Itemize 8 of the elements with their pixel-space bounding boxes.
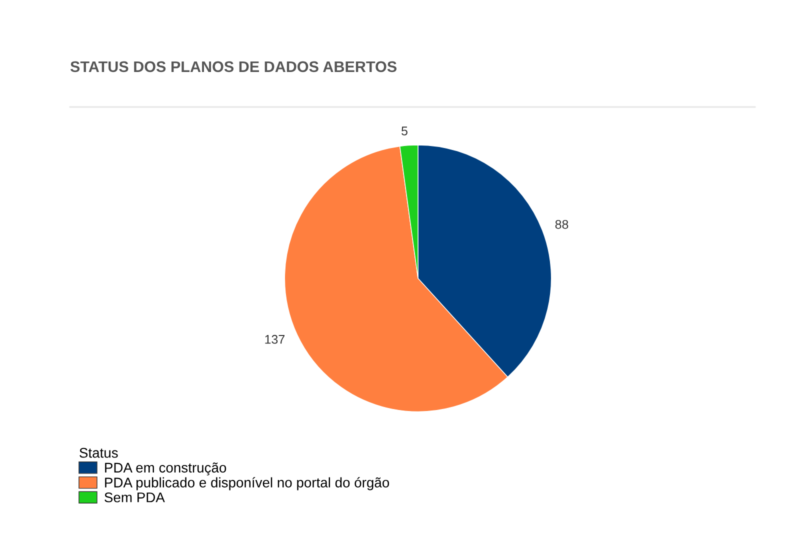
legend-label: PDA publicado e disponível no portal do órgão <box>105 477 390 490</box>
legend-label: Sem PDA <box>104 492 165 502</box>
data-label: 5 <box>402 126 408 136</box>
data-label: 88 <box>555 220 568 229</box>
legend-label: PDA em construção <box>105 462 226 476</box>
chart-title: STATUS DOS PLANOS DE DADOS ABERTOS <box>70 61 397 72</box>
legend-title: Status <box>80 448 118 458</box>
data-label: 137 <box>265 334 284 344</box>
